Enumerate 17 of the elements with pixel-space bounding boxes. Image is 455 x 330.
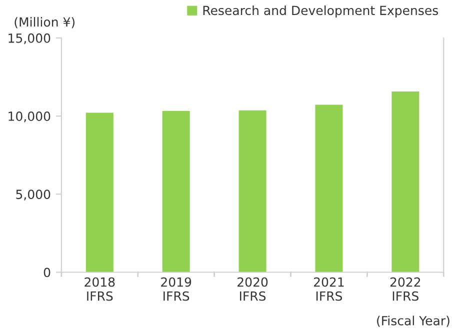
bar: [86, 112, 114, 272]
bar: [162, 111, 190, 272]
legend-label: Research and Development Expenses: [203, 5, 438, 18]
x-tick-label: 2018 IFRS: [84, 277, 115, 301]
x-tick-label: 2019 IFRS: [161, 277, 192, 301]
bar: [315, 104, 343, 272]
y-tick-label: 5,000: [16, 190, 50, 200]
y-tick-label: 15,000: [8, 33, 50, 44]
x-tick-label: 2022 IFRS: [390, 277, 420, 301]
x-tick-label: 2020 IFRS: [238, 277, 268, 301]
x-axis-title: (Fiscal Year): [377, 316, 450, 327]
y-axis-title: (Million ¥): [14, 17, 74, 28]
bar: [238, 110, 266, 272]
y-tick-label: 10,000: [8, 112, 50, 122]
x-tick-label: 2021 IFRS: [314, 277, 344, 301]
bar: [392, 92, 420, 272]
y-tick-label: 0: [44, 268, 50, 278]
